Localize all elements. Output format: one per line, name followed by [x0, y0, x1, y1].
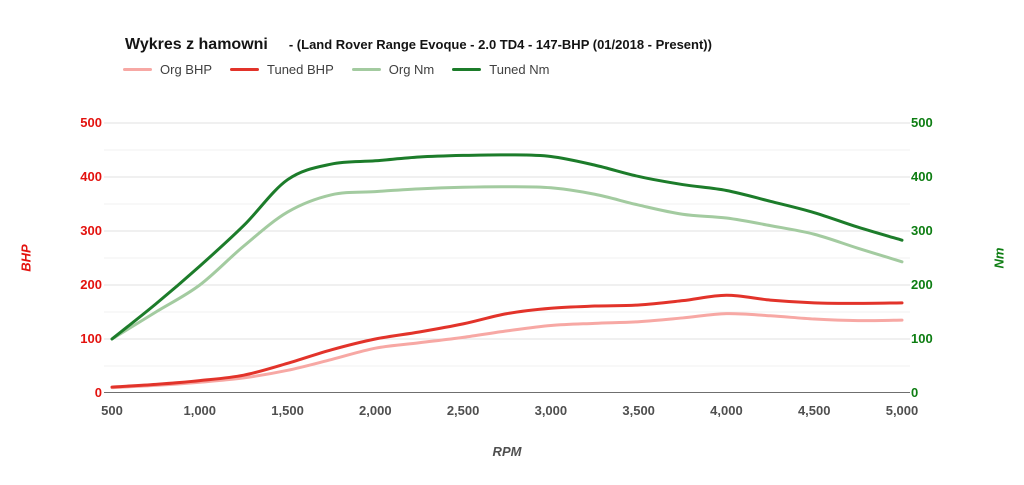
series-line-tuned-nm: [110, 153, 904, 341]
legend-label: Org Nm: [388, 62, 435, 77]
right-axis-title: Nm: [991, 247, 1007, 269]
x-tick-3500: 3,500: [622, 403, 655, 418]
x-tick-2000: 2,000: [359, 403, 392, 418]
legend-item-org-nm[interactable]: Org Nm: [351, 62, 435, 77]
y-tick-right-100: 100: [911, 331, 933, 346]
y-tick-left-200: 200: [80, 277, 102, 292]
series-line-org-bhp: [110, 312, 904, 390]
y-tick-left-500: 500: [80, 115, 102, 130]
legend-item-tuned-bhp[interactable]: Tuned BHP: [230, 62, 334, 77]
legend: Org BHP Tuned BHP Org Nm Tuned Nm: [123, 62, 549, 77]
legend-label: Org BHP: [160, 62, 213, 77]
x-tick-4500: 4,500: [797, 403, 831, 418]
y-tick-right-0: 0: [911, 385, 919, 400]
legend-line-icon: [452, 68, 482, 71]
legend-item-tuned-nm[interactable]: Tuned Nm: [452, 62, 549, 77]
series-line-org-nm: [110, 185, 904, 341]
y-tick-right-500: 500: [911, 115, 933, 130]
plot-area: [104, 122, 910, 393]
y-tick-right-300: 300: [911, 223, 933, 238]
y-tick-left-400: 400: [80, 169, 102, 184]
chart-header: Wykres z hamowni - (Land Rover Range Evo…: [125, 36, 712, 54]
y-tick-right-200: 200: [911, 277, 933, 292]
chart-subtitle: - (Land Rover Range Evoque - 2.0 TD4 - 1…: [288, 37, 712, 52]
x-axis-title: RPM: [492, 444, 522, 459]
legend-label: Tuned BHP: [267, 62, 334, 77]
y-tick-left-300: 300: [80, 223, 102, 238]
x-tick-5000: 5,000: [885, 403, 919, 418]
x-tick-1500: 1,500: [271, 403, 304, 418]
y-tick-left-0: 0: [94, 385, 102, 400]
legend-line-icon: [351, 68, 381, 71]
x-tick-2500: 2,500: [446, 403, 480, 418]
series-line-tuned-bhp: [110, 293, 904, 389]
y-tick-right-400: 400: [911, 169, 933, 184]
chart-title: Wykres z hamowni: [125, 36, 268, 53]
legend-item-org-bhp[interactable]: Org BHP: [123, 62, 212, 77]
left-axis-title: BHP: [18, 244, 34, 272]
legend-line-icon: [230, 68, 260, 71]
x-tick-500: 500: [101, 403, 123, 418]
legend-label: Tuned Nm: [489, 62, 550, 77]
x-tick-1000: 1,000: [183, 403, 217, 418]
legend-line-icon: [123, 68, 152, 71]
y-tick-left-100: 100: [80, 331, 102, 346]
x-tick-3000: 3,000: [534, 403, 568, 418]
x-tick-4000: 4,000: [710, 403, 743, 418]
